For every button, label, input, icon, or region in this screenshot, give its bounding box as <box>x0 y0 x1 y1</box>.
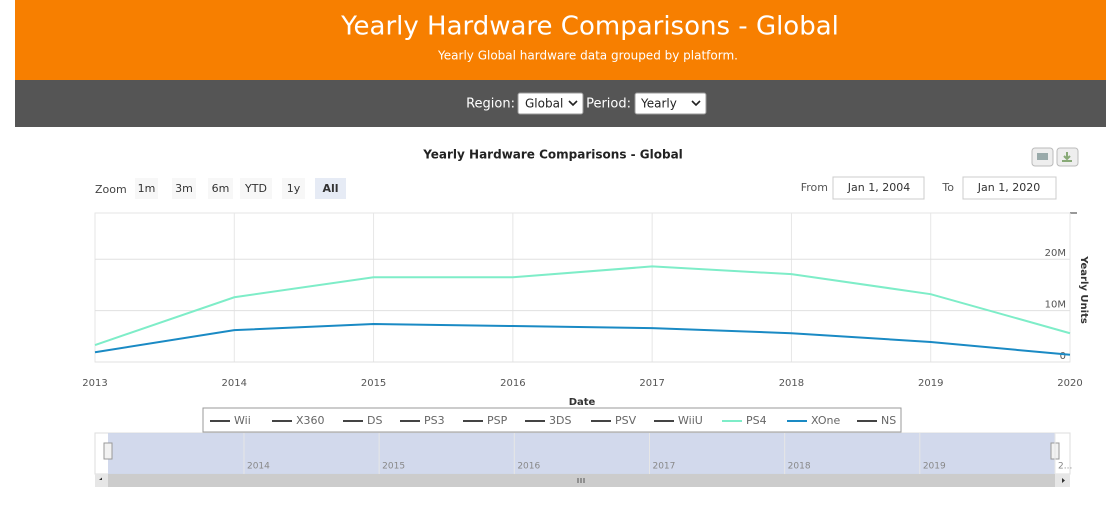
input-box[interactable] <box>832 176 925 200</box>
period-value[interactable]: Yearly <box>640 97 677 111</box>
from-value[interactable]: Jan 1, 2004 <box>847 181 910 194</box>
legend-label[interactable]: PS4 <box>746 414 767 427</box>
zoom-button[interactable]: 1y <box>282 178 305 199</box>
button-bg[interactable] <box>135 178 158 199</box>
from-label: From <box>801 181 828 194</box>
legend-item[interactable]: NS <box>857 414 896 427</box>
x-tick-label: 2017 <box>639 378 664 389</box>
chart-title: Yearly Hardware Comparisons - Global <box>422 148 683 162</box>
zoom-button[interactable]: 1m <box>135 178 158 199</box>
scrollbar-grip <box>577 478 585 483</box>
x-tick-label: 2015 <box>361 378 386 389</box>
navigator-tick-label: 2015 <box>382 462 405 472</box>
legend-item[interactable]: X360 <box>272 414 325 427</box>
series-line <box>94 265 1071 346</box>
legend-label[interactable]: Wii <box>234 414 251 427</box>
to-input[interactable]: Jan 1, 2020 <box>962 176 1057 200</box>
button-bg[interactable] <box>172 178 196 199</box>
navigator-tick-label: 2014 <box>247 462 270 472</box>
navigator-tick-label: 2018 <box>788 462 811 472</box>
legend-item[interactable]: PSV <box>591 414 637 427</box>
to-label: To <box>941 181 954 194</box>
legend-item[interactable]: PS3 <box>400 414 445 427</box>
to-value[interactable]: Jan 1, 2020 <box>977 181 1040 194</box>
legend-label[interactable]: PS3 <box>424 414 445 427</box>
legend-item[interactable]: PSP <box>463 414 508 427</box>
legend-item[interactable]: Wii <box>210 414 251 427</box>
series-line <box>94 322 1071 356</box>
select-box[interactable] <box>634 92 707 115</box>
legend-label[interactable]: XOne <box>811 414 840 427</box>
button-bg[interactable] <box>282 178 305 199</box>
zoom-button[interactable]: YTD <box>240 178 272 199</box>
button-bg[interactable] <box>240 178 272 199</box>
header-bar <box>15 0 1106 80</box>
button-label[interactable]: All <box>322 182 338 195</box>
chevron[interactable] <box>568 100 578 107</box>
plot-area <box>94 212 1071 363</box>
input-box[interactable] <box>962 176 1057 200</box>
legend-label[interactable]: 3DS <box>549 414 571 427</box>
region-label: Region: <box>466 97 515 112</box>
legend-label[interactable]: NS <box>881 414 896 427</box>
zoom-button[interactable]: 3m <box>172 178 196 199</box>
y-tick-label: 20M <box>1045 248 1066 259</box>
legend-item[interactable]: DS <box>343 414 382 427</box>
zoom-label: Zoom <box>95 183 127 196</box>
x-tick-label: 2018 <box>779 378 804 389</box>
download-icon[interactable] <box>1062 152 1072 162</box>
region-select[interactable]: Global <box>517 92 584 115</box>
chevron[interactable] <box>691 100 701 107</box>
from-input[interactable]: Jan 1, 2004 <box>832 176 925 200</box>
x-axis-title: Date <box>569 397 596 408</box>
select-box[interactable] <box>517 92 584 115</box>
button-label[interactable]: 3m <box>175 182 193 195</box>
y-tick-label: 10M <box>1045 300 1066 311</box>
navigator-handle-left[interactable] <box>103 442 113 460</box>
legend-item[interactable]: WiiU <box>654 414 703 427</box>
legend-item[interactable]: PS4 <box>722 414 767 427</box>
scroll-left[interactable] <box>99 477 102 483</box>
download-button[interactable] <box>1056 147 1079 167</box>
x-tick-label: 2020 <box>1057 378 1082 389</box>
zoom-button[interactable]: 6m <box>208 178 233 199</box>
button-label[interactable]: 1m <box>138 182 156 195</box>
print-icon[interactable] <box>1037 153 1048 160</box>
page-title: Yearly Hardware Comparisons - Global <box>340 12 839 42</box>
button-bg[interactable] <box>208 178 233 199</box>
x-tick-label: 2014 <box>222 378 247 389</box>
y-axis-title: Yearly Units <box>1078 255 1089 324</box>
navigator-mask[interactable] <box>108 433 1055 474</box>
legend-label[interactable]: X360 <box>296 414 325 427</box>
legend-label[interactable]: DS <box>367 414 382 427</box>
button-bg[interactable] <box>315 178 346 199</box>
region-value[interactable]: Global <box>525 97 563 111</box>
period-select[interactable]: Yearly <box>634 92 707 115</box>
button-label[interactable]: 6m <box>212 182 230 195</box>
legend-label[interactable]: WiiU <box>678 414 703 427</box>
x-tick-label: 2013 <box>82 378 107 389</box>
period-label: Period: <box>586 97 631 112</box>
navigator-tick-label: 2017 <box>652 462 675 472</box>
navigator-tick-label: 2... <box>1058 462 1072 472</box>
page-subtitle: Yearly Global hardware data grouped by p… <box>437 49 738 63</box>
legend-item[interactable]: XOne <box>787 414 840 427</box>
legend <box>202 407 902 433</box>
zoom-button[interactable]: All <box>315 178 346 199</box>
print-button[interactable] <box>1031 147 1054 167</box>
x-tick-label: 2019 <box>918 378 943 389</box>
y-tick-label: 0 <box>1060 351 1066 362</box>
navigator-tick-label: 2019 <box>923 462 946 472</box>
handle[interactable] <box>103 442 113 460</box>
x-tick-label: 2016 <box>500 378 525 389</box>
navigator-tick-label: 2016 <box>517 462 540 472</box>
legend-label[interactable]: PSV <box>615 414 637 427</box>
legend-item[interactable]: 3DS <box>525 414 571 427</box>
button-label[interactable]: 1y <box>287 182 301 195</box>
button-label[interactable]: YTD <box>244 182 267 195</box>
legend-label[interactable]: PSP <box>487 414 508 427</box>
scroll-right[interactable] <box>1062 478 1065 483</box>
